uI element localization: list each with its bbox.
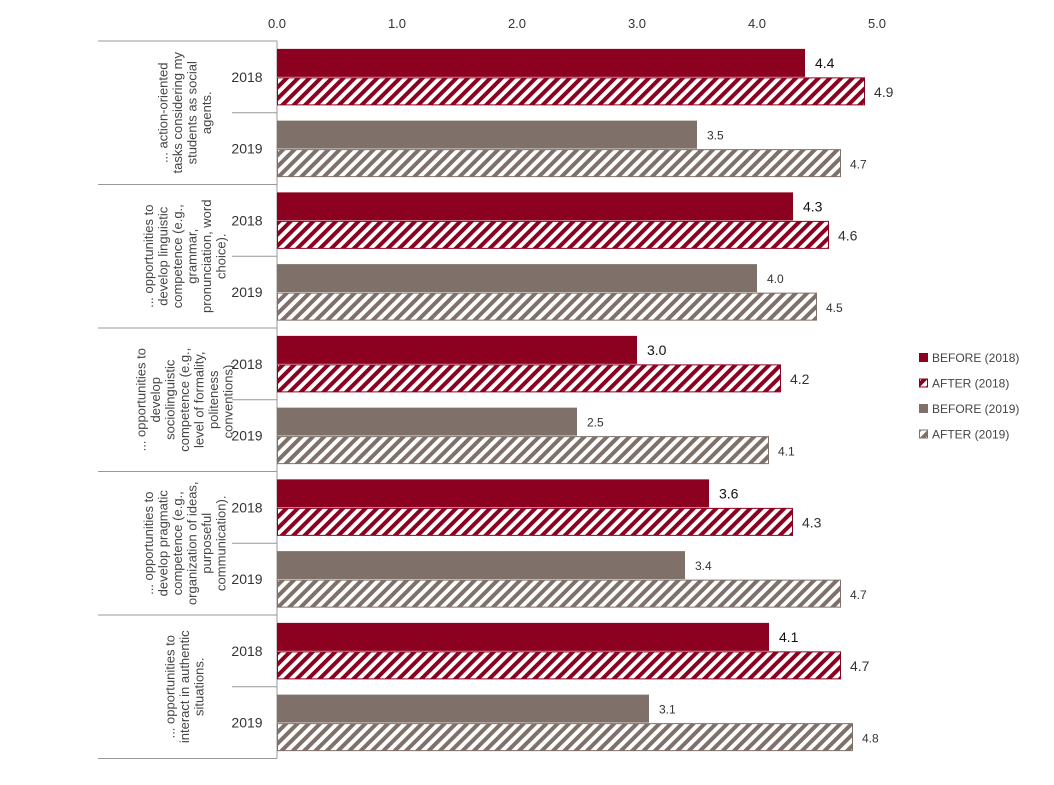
x-tick-label: 0.0 bbox=[268, 16, 286, 31]
value-label-after: 4.7 bbox=[850, 658, 870, 674]
bar-before bbox=[277, 192, 793, 221]
group-label-line: politeness bbox=[206, 370, 221, 429]
group-label-line: competence (e.g., bbox=[177, 348, 192, 452]
value-label-before: 3.1 bbox=[659, 703, 676, 717]
year-label: 2018 bbox=[231, 212, 262, 228]
legend-label: BEFORE (2019) bbox=[932, 402, 1019, 416]
group-label: ... opportunities todevelop linguisticco… bbox=[141, 200, 229, 313]
value-label-after: 4.9 bbox=[874, 84, 894, 100]
bar-after bbox=[277, 149, 841, 178]
labels-layer: ... action-orientedtasks considering mys… bbox=[134, 52, 894, 746]
value-label-before: 4.4 bbox=[815, 55, 835, 71]
group-label-line: competence (e.g., bbox=[170, 491, 185, 595]
group-label-line: pronunciation, word bbox=[199, 200, 214, 313]
bar-before bbox=[277, 48, 805, 77]
legend-swatch bbox=[919, 404, 928, 413]
bar-before bbox=[277, 264, 757, 293]
year-label: 2019 bbox=[231, 284, 262, 300]
bar-after bbox=[277, 364, 781, 393]
value-label-before: 3.5 bbox=[707, 129, 724, 143]
group-label-line: ... action-oriented bbox=[155, 63, 170, 163]
value-label-before: 4.1 bbox=[779, 629, 799, 645]
bar-after bbox=[277, 651, 841, 680]
x-tick-label: 5.0 bbox=[868, 16, 886, 31]
group-label-line: purposeful bbox=[199, 513, 214, 574]
x-tick-label: 3.0 bbox=[628, 16, 646, 31]
group-label-line: organization of ideas, bbox=[184, 481, 199, 605]
group-label-line: level of formality, bbox=[192, 351, 207, 448]
year-label: 2018 bbox=[231, 643, 262, 659]
group-label: ... action-orientedtasks considering mys… bbox=[155, 52, 214, 174]
group-label-line: ... opportunities to bbox=[163, 635, 178, 738]
group-label-line: interact in authentic bbox=[177, 630, 192, 743]
legend-swatch bbox=[919, 429, 928, 439]
year-label: 2018 bbox=[231, 69, 262, 85]
group-label-line: situations. bbox=[192, 657, 207, 716]
group-label-line: sociolinguistic bbox=[163, 359, 178, 440]
bar-after bbox=[277, 579, 841, 608]
group-label-line: develop linguistic bbox=[155, 206, 170, 306]
value-label-before: 4.3 bbox=[803, 198, 823, 214]
bar-before bbox=[277, 120, 697, 149]
year-label: 2019 bbox=[231, 571, 262, 587]
legend-label: AFTER (2019) bbox=[932, 428, 1009, 442]
group-label-line: choice). bbox=[213, 233, 228, 279]
bar-after bbox=[277, 292, 817, 321]
year-label: 2018 bbox=[231, 499, 262, 515]
bar-before bbox=[277, 479, 709, 508]
group-label-line: communication). bbox=[213, 496, 228, 591]
legend-label: BEFORE (2018) bbox=[932, 351, 1019, 365]
group-label-line: students as social bbox=[184, 61, 199, 164]
bar-before bbox=[277, 694, 649, 723]
bar-after bbox=[277, 436, 769, 465]
bar-after bbox=[277, 723, 853, 752]
group-label: ... opportunities tointeract in authenti… bbox=[163, 630, 207, 743]
group-label: ... opportunities todevelop pragmaticcom… bbox=[141, 481, 229, 605]
x-tick-label: 1.0 bbox=[388, 16, 406, 31]
value-label-before: 4.0 bbox=[767, 272, 784, 286]
group-label-line: develop bbox=[148, 377, 163, 423]
bar-before bbox=[277, 407, 577, 436]
year-label: 2019 bbox=[231, 715, 262, 731]
value-label-after: 4.5 bbox=[826, 301, 843, 315]
year-label: 2018 bbox=[231, 356, 262, 372]
value-label-after: 4.7 bbox=[850, 588, 867, 602]
group-label-line: competence (e.g., bbox=[170, 204, 185, 308]
value-label-before: 3.0 bbox=[647, 342, 667, 358]
bar-after bbox=[277, 220, 829, 249]
value-label-after: 4.1 bbox=[778, 445, 795, 459]
value-label-after: 4.8 bbox=[862, 732, 879, 746]
value-label-after: 4.3 bbox=[802, 514, 822, 530]
bar-before bbox=[277, 622, 769, 651]
group-label-line: agents. bbox=[199, 91, 214, 134]
group-label-line: ... opportunities to bbox=[141, 492, 156, 595]
value-label-after: 4.7 bbox=[850, 158, 867, 172]
group-label-line: ... opportunities to bbox=[134, 348, 149, 451]
x-tick-label: 4.0 bbox=[748, 16, 766, 31]
value-label-before: 3.6 bbox=[719, 485, 739, 501]
year-label: 2019 bbox=[231, 141, 262, 157]
x-tick-label: 2.0 bbox=[508, 16, 526, 31]
bar-before bbox=[277, 551, 685, 580]
group-label-line: tasks considering my bbox=[170, 52, 185, 174]
group-label-line: conventions). bbox=[221, 361, 236, 438]
value-label-after: 4.2 bbox=[790, 371, 810, 387]
bar-after bbox=[277, 77, 865, 106]
legend-swatch bbox=[919, 353, 928, 362]
bar-after bbox=[277, 507, 793, 536]
group-label-line: ... opportunities to bbox=[141, 205, 156, 308]
legend: BEFORE (2018) AFTER (2018) BEFORE (2019) AF… bbox=[919, 351, 1019, 442]
year-label: 2019 bbox=[231, 428, 262, 444]
value-label-before: 2.5 bbox=[587, 416, 604, 430]
value-label-after: 4.6 bbox=[838, 227, 858, 243]
bars-layer bbox=[277, 48, 865, 752]
bar-before bbox=[277, 335, 637, 364]
group-label-line: develop pragmatic bbox=[155, 490, 170, 597]
group-label: ... opportunities todevelopsociolinguist… bbox=[134, 348, 236, 452]
legend-swatch bbox=[919, 378, 928, 388]
group-label-line: grammar, bbox=[184, 229, 199, 284]
legend-label: AFTER (2018) bbox=[932, 377, 1009, 391]
value-label-before: 3.4 bbox=[695, 559, 712, 573]
